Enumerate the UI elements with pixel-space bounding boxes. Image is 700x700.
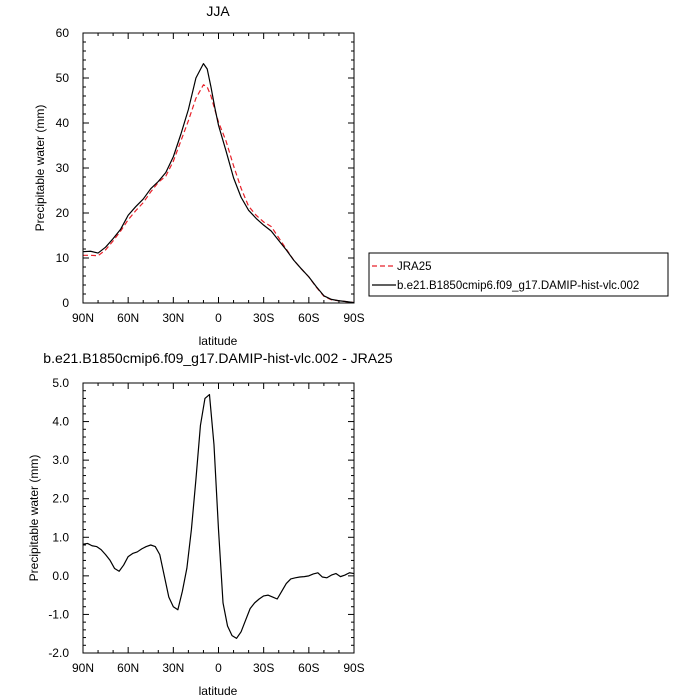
bottom-panel: b.e21.B1850cmip6.f09_g17.DAMIP-hist-vlc.… <box>27 350 393 698</box>
top-panel: JJA 90N 60N 30N 0 30S 60S 90S 0 10 20 30 40 50 60 lat… <box>33 3 365 348</box>
top-x-tick-label: 60S <box>298 311 319 325</box>
bottom-y-tick-label: -2.0 <box>48 646 69 660</box>
top-x-tick-label: 30N <box>162 311 184 325</box>
top-y-tick-label: 10 <box>56 251 70 265</box>
top-y-tick-label: 20 <box>56 206 70 220</box>
top-x-tick-label: 0 <box>215 311 222 325</box>
bottom-y-tick-label: 5.0 <box>52 376 69 390</box>
bottom-x-axis-label: latitude <box>199 684 238 698</box>
top-y-axis-label: Precipitable water (mm) <box>33 105 47 232</box>
bottom-series-line-0 <box>82 393 355 639</box>
bottom-x-tick-label: 60N <box>117 661 139 675</box>
top-y-tick-label: 0 <box>62 296 69 310</box>
bottom-y-tick-label: 1.0 <box>52 530 69 544</box>
legend-box <box>368 252 669 297</box>
top-y-tick-label: 50 <box>56 71 70 85</box>
bottom-y-tick-label: 0.0 <box>52 569 69 583</box>
legend-label-model: b.e21.B1850cmip6.f09_g17.DAMIP-hist-vlc.… <box>397 280 639 292</box>
bottom-y-tick-label: 3.0 <box>52 453 69 467</box>
legend: JRA25 b.e21.B1850cmip6.f09_g17.DAMIP-his… <box>368 252 669 297</box>
bottom-chart-title: b.e21.B1850cmip6.f09_g17.DAMIP-hist-vlc.… <box>43 350 393 366</box>
top-x-tick-label: 90N <box>72 311 94 325</box>
top-x-tick-label: 90S <box>343 311 364 325</box>
bottom-x-tick-label: 30S <box>253 661 274 675</box>
top-plot-frame <box>82 32 355 304</box>
bottom-y-tick-label: 2.0 <box>52 492 69 506</box>
bottom-plot-frame <box>82 382 355 654</box>
top-chart-title: JJA <box>206 3 230 19</box>
top-series-line-1 <box>82 63 355 304</box>
top-y-tick-label: 30 <box>56 161 70 175</box>
top-x-tick-label: 60N <box>117 311 139 325</box>
top-y-tick-label: 40 <box>56 116 70 130</box>
top-y-tick-label: 60 <box>56 26 70 40</box>
bottom-x-tick-label: 90N <box>72 661 94 675</box>
top-x-axis-label: latitude <box>199 334 238 348</box>
legend-label-jra25: JRA25 <box>397 261 432 273</box>
bottom-y-axis-label: Precipitable water (mm) <box>27 455 41 582</box>
top-series-line-0 <box>83 84 355 304</box>
bottom-x-tick-label: 30N <box>162 661 184 675</box>
top-x-tick-label: 30S <box>253 311 274 325</box>
bottom-y-tick-label: -1.0 <box>48 607 69 621</box>
bottom-x-tick-label: 60S <box>298 661 319 675</box>
bottom-y-tick-label: 4.0 <box>52 415 69 429</box>
bottom-x-tick-label: 90S <box>343 661 364 675</box>
bottom-x-tick-label: 0 <box>215 661 222 675</box>
